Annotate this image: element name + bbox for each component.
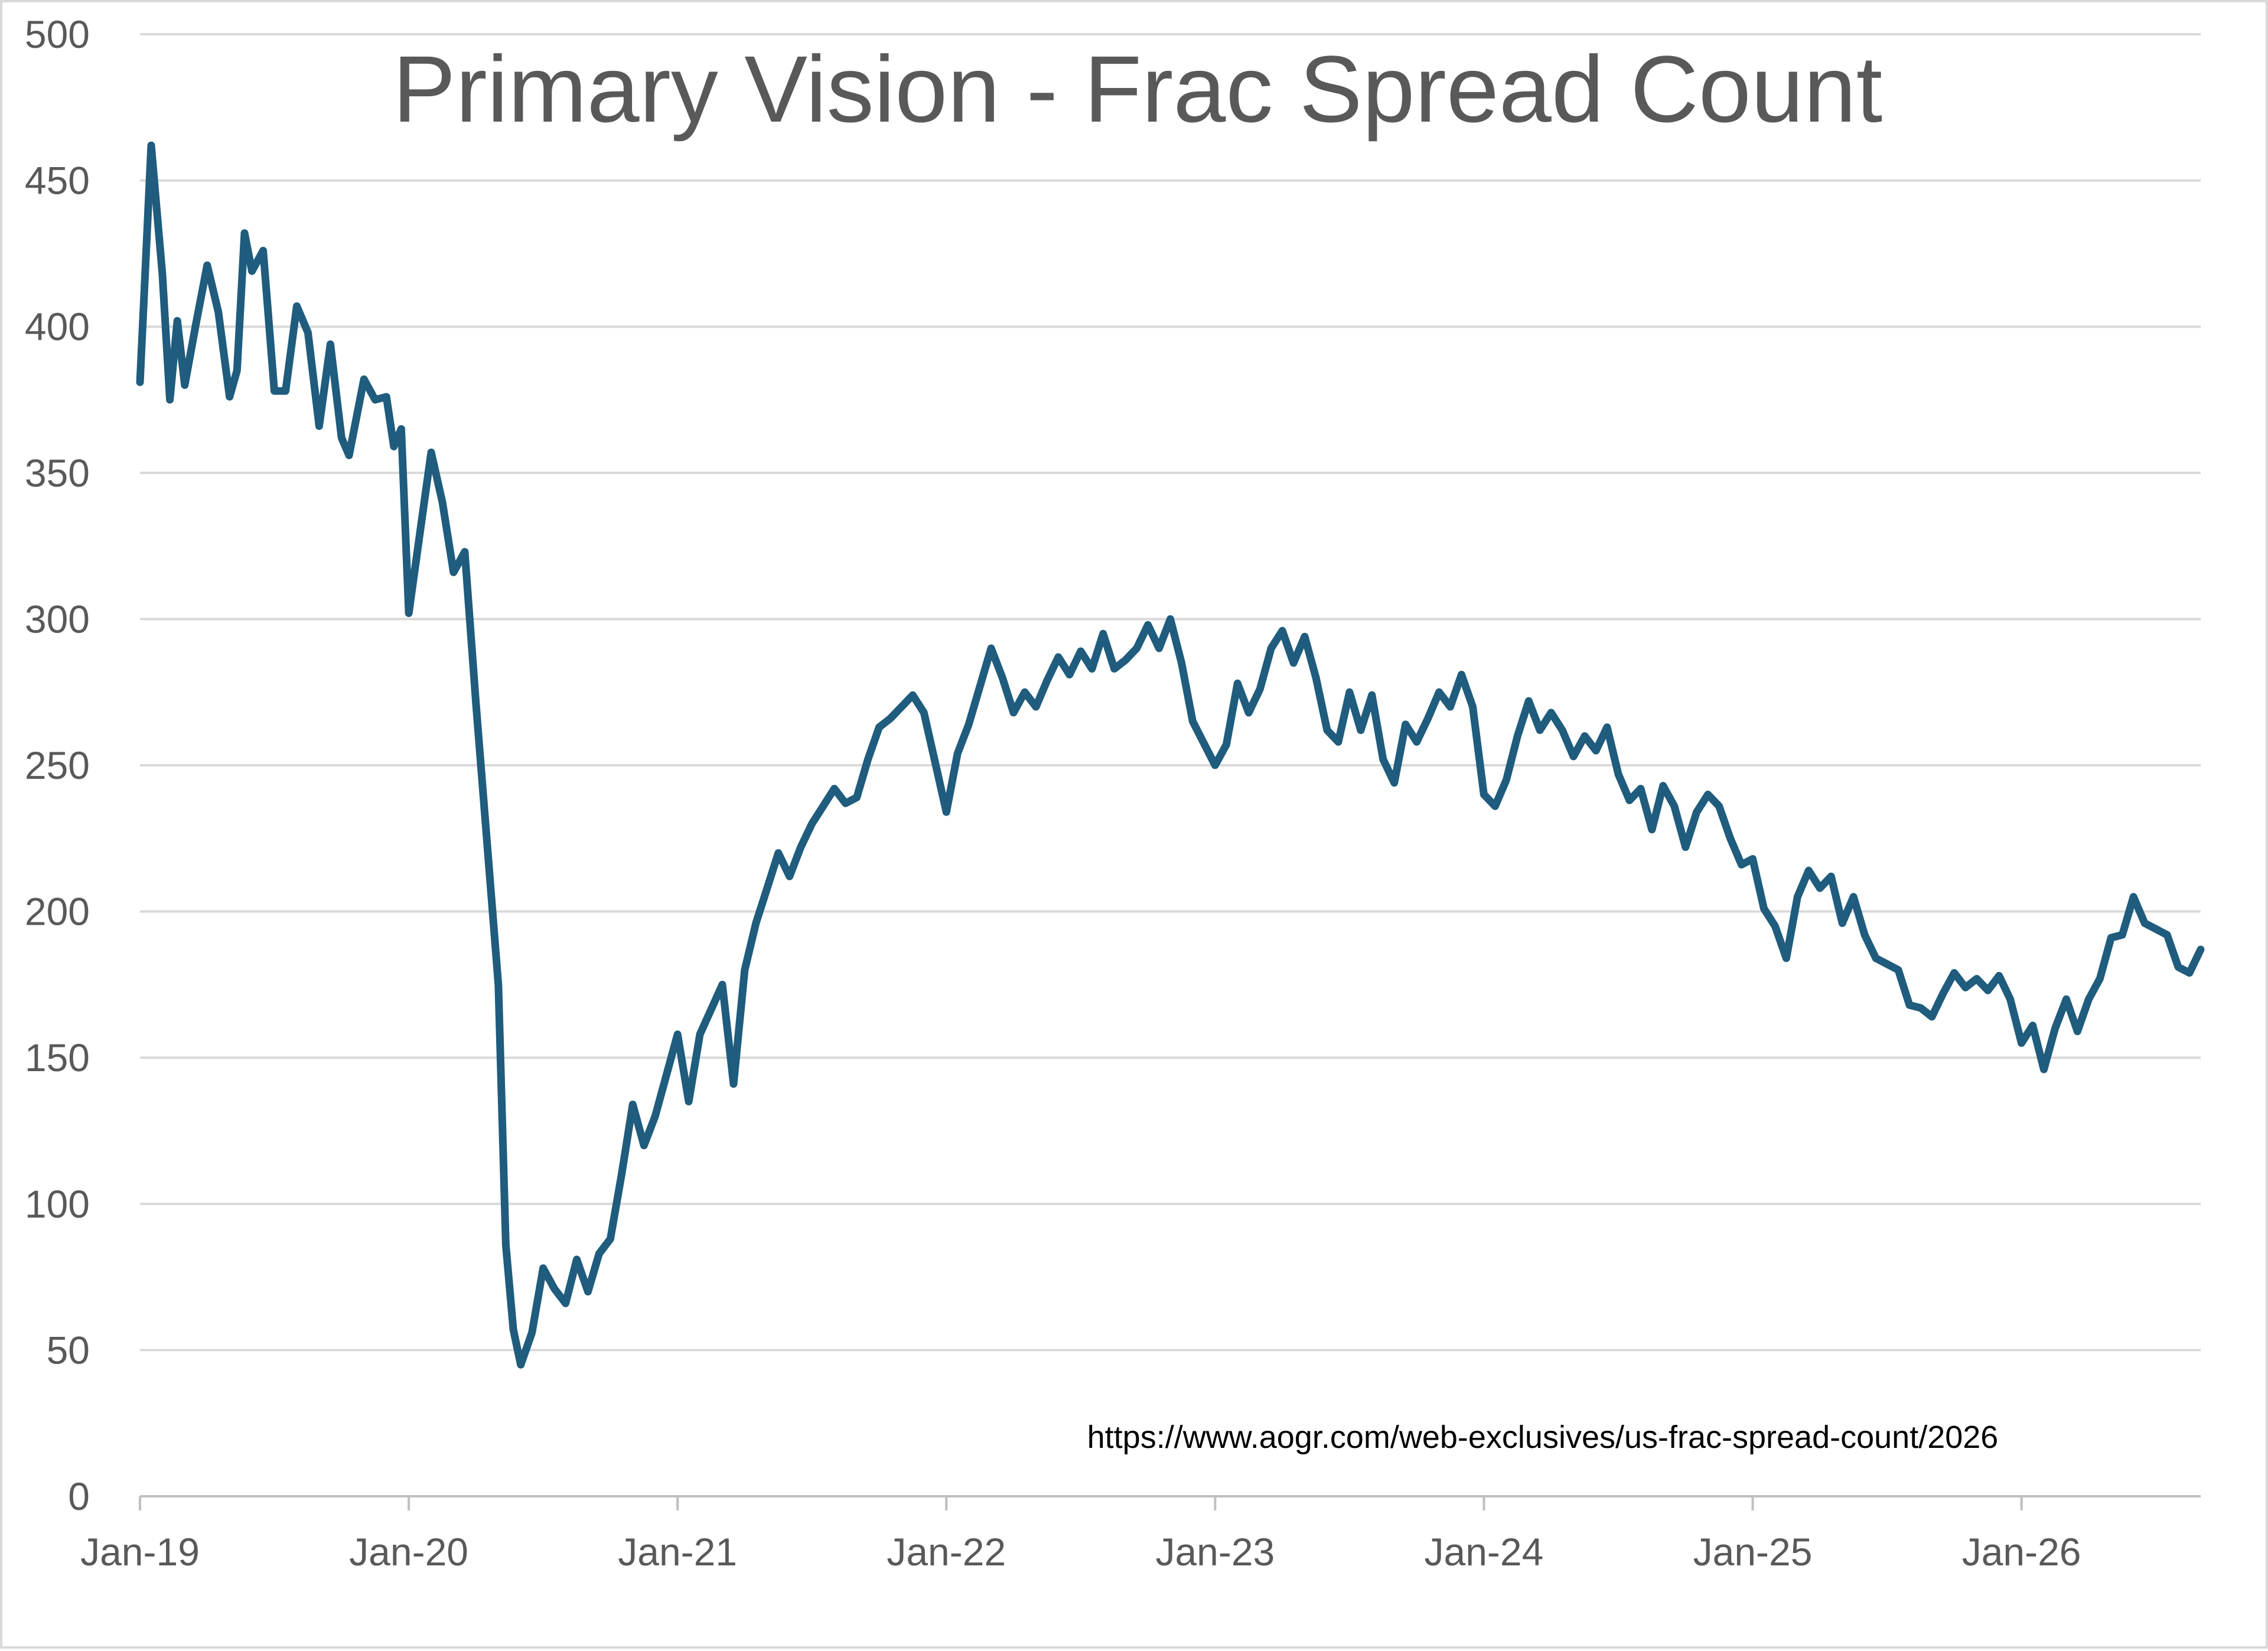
x-tick-label-6: Jan-25 — [1693, 1530, 1813, 1574]
x-tick-label-3: Jan-22 — [887, 1530, 1006, 1574]
x-tick-label-4: Jan-23 — [1155, 1530, 1275, 1574]
y-tick-label-100: 100 — [25, 1182, 90, 1226]
y-tick-label-500: 500 — [25, 12, 90, 56]
y-tick-label-200: 200 — [25, 890, 90, 934]
y-tick-label-450: 450 — [25, 159, 90, 203]
x-tick-label-5: Jan-24 — [1425, 1530, 1544, 1574]
source-url-annotation: https://www.aogr.com/web-exclusives/us-f… — [1087, 1420, 1999, 1455]
y-tick-label-400: 400 — [25, 305, 90, 348]
chart-title: Primary Vision - Frac Spread Count — [393, 36, 1882, 142]
x-tick-label-0: Jan-19 — [80, 1530, 200, 1574]
x-tick-label-2: Jan-21 — [618, 1530, 737, 1574]
series-line-0 — [136, 141, 2205, 1369]
series-layer — [136, 141, 2205, 1369]
x-tick-label-7: Jan-26 — [1962, 1530, 2081, 1574]
y-tick-label-50: 50 — [47, 1328, 90, 1372]
y-tick-label-300: 300 — [25, 597, 90, 641]
y-tick-label-350: 350 — [25, 451, 90, 495]
y-axis-tick-labels: 0 50 100 150 200 250 300 350 400 450 500 — [25, 12, 90, 1518]
y-tick-label-150: 150 — [25, 1036, 90, 1079]
y-tick-label-250: 250 — [25, 743, 90, 787]
x-tick-label-1: Jan-20 — [349, 1530, 468, 1574]
x-axis — [139, 1495, 2201, 1510]
x-axis-tick-labels: Jan-19 Jan-20 Jan-21 Jan-22 Jan-23 Jan-24 Jan-… — [80, 1530, 2081, 1574]
y-tick-label-0: 0 — [68, 1474, 90, 1518]
gridlines — [140, 33, 2201, 1352]
